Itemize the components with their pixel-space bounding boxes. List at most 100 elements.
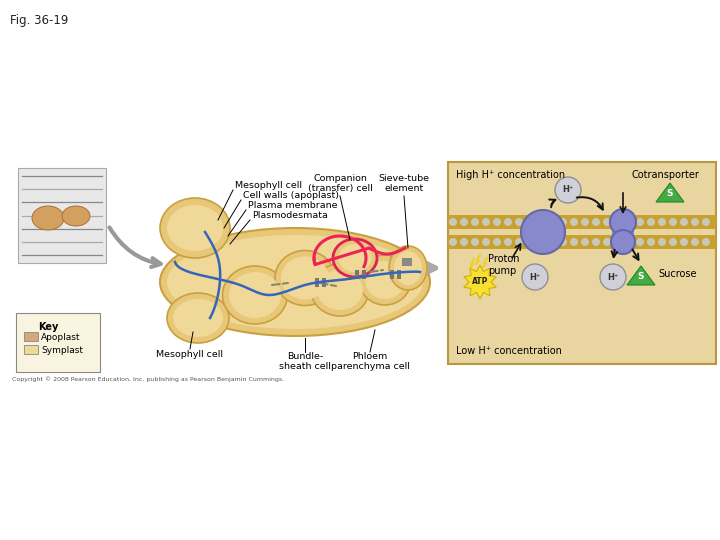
Polygon shape xyxy=(656,183,684,202)
Bar xyxy=(402,258,412,266)
Text: Sucrose: Sucrose xyxy=(658,269,696,279)
Circle shape xyxy=(680,218,688,226)
Ellipse shape xyxy=(317,270,363,310)
Text: High H⁺ concentration: High H⁺ concentration xyxy=(456,170,565,180)
Text: Phloem
parenchyma cell: Phloem parenchyma cell xyxy=(330,352,410,372)
Bar xyxy=(448,235,716,249)
Ellipse shape xyxy=(281,256,329,300)
Ellipse shape xyxy=(167,293,229,343)
Text: Mesophyll cell: Mesophyll cell xyxy=(235,181,302,190)
Ellipse shape xyxy=(160,228,430,336)
Text: Mesophyll cell: Mesophyll cell xyxy=(156,350,223,359)
Circle shape xyxy=(610,209,636,235)
Bar xyxy=(362,270,366,279)
Bar xyxy=(18,168,106,263)
Circle shape xyxy=(592,218,600,226)
Ellipse shape xyxy=(32,206,64,230)
Circle shape xyxy=(504,238,512,246)
Circle shape xyxy=(548,238,556,246)
Ellipse shape xyxy=(311,264,369,316)
Text: Low H⁺ concentration: Low H⁺ concentration xyxy=(456,346,562,356)
Polygon shape xyxy=(627,266,655,285)
Circle shape xyxy=(614,218,622,226)
Bar xyxy=(322,278,326,287)
Text: Companion
(transfer) cell: Companion (transfer) cell xyxy=(307,173,372,193)
Circle shape xyxy=(581,218,589,226)
Circle shape xyxy=(570,238,578,246)
FancyBboxPatch shape xyxy=(16,313,100,372)
Circle shape xyxy=(702,238,710,246)
Circle shape xyxy=(522,264,548,290)
Circle shape xyxy=(548,218,556,226)
Bar xyxy=(24,332,38,341)
Bar xyxy=(315,278,319,287)
Text: S: S xyxy=(667,189,673,198)
Bar xyxy=(355,270,359,279)
Ellipse shape xyxy=(359,255,411,305)
Circle shape xyxy=(559,238,567,246)
Text: S: S xyxy=(638,272,644,281)
Circle shape xyxy=(526,218,534,226)
Ellipse shape xyxy=(365,261,405,299)
Circle shape xyxy=(647,238,655,246)
Circle shape xyxy=(658,238,666,246)
Ellipse shape xyxy=(160,198,230,258)
Text: Sieve-tube
element: Sieve-tube element xyxy=(379,173,430,193)
Circle shape xyxy=(647,218,655,226)
Circle shape xyxy=(680,238,688,246)
Ellipse shape xyxy=(275,251,335,306)
Circle shape xyxy=(603,218,611,226)
Circle shape xyxy=(515,218,523,226)
Text: Cotransporter: Cotransporter xyxy=(631,170,699,180)
Text: Copyright © 2008 Pearson Education, Inc. publishing as Pearson Benjamin Cummings: Copyright © 2008 Pearson Education, Inc.… xyxy=(12,376,284,382)
Circle shape xyxy=(521,210,565,254)
Circle shape xyxy=(504,218,512,226)
Text: Plasmodesmata: Plasmodesmata xyxy=(252,211,328,220)
Text: Proton
pump: Proton pump xyxy=(488,254,520,275)
Polygon shape xyxy=(464,265,496,299)
Ellipse shape xyxy=(173,299,223,337)
Circle shape xyxy=(658,218,666,226)
Circle shape xyxy=(482,218,490,226)
Circle shape xyxy=(460,218,468,226)
Circle shape xyxy=(603,238,611,246)
Circle shape xyxy=(570,218,578,226)
Circle shape xyxy=(581,238,589,246)
Circle shape xyxy=(460,238,468,246)
Circle shape xyxy=(493,238,501,246)
Text: Symplast: Symplast xyxy=(41,346,83,355)
Ellipse shape xyxy=(394,251,422,285)
Text: ATP: ATP xyxy=(472,278,488,287)
Circle shape xyxy=(625,238,633,246)
Text: H⁺: H⁺ xyxy=(529,273,541,281)
Text: Fig. 36-19: Fig. 36-19 xyxy=(10,14,68,27)
Circle shape xyxy=(537,238,545,246)
Ellipse shape xyxy=(167,205,223,251)
Circle shape xyxy=(669,238,677,246)
Circle shape xyxy=(537,218,545,226)
Circle shape xyxy=(471,218,479,226)
Text: Bundle-
sheath cell: Bundle- sheath cell xyxy=(279,352,331,372)
Circle shape xyxy=(625,218,633,226)
Ellipse shape xyxy=(338,244,372,272)
Circle shape xyxy=(600,264,626,290)
Circle shape xyxy=(526,238,534,246)
Ellipse shape xyxy=(222,266,287,324)
Text: Plasma membrane: Plasma membrane xyxy=(248,201,338,210)
Circle shape xyxy=(559,218,567,226)
Circle shape xyxy=(636,238,644,246)
Circle shape xyxy=(611,230,635,254)
Bar xyxy=(390,270,394,279)
Text: Key: Key xyxy=(38,322,58,332)
Circle shape xyxy=(614,238,622,246)
Circle shape xyxy=(702,218,710,226)
Ellipse shape xyxy=(229,272,281,318)
Text: Cell walls (apoplast): Cell walls (apoplast) xyxy=(243,191,339,200)
Circle shape xyxy=(636,218,644,226)
Ellipse shape xyxy=(62,206,90,226)
Circle shape xyxy=(449,238,457,246)
Ellipse shape xyxy=(333,239,377,277)
Ellipse shape xyxy=(389,246,427,290)
Circle shape xyxy=(515,238,523,246)
Circle shape xyxy=(691,218,699,226)
